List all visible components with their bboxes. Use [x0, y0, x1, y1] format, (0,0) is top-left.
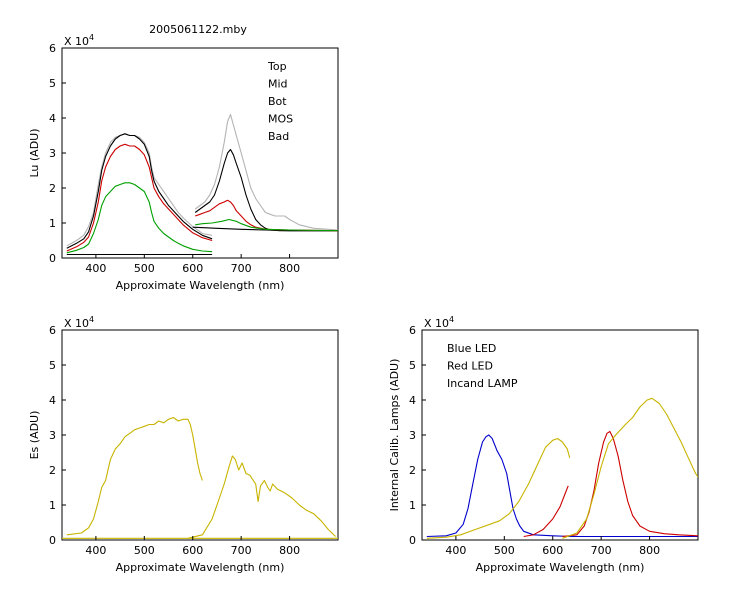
- y-axis-label: Internal Calib. Lamps (ADU): [388, 359, 401, 512]
- y-tick-label: 5: [49, 359, 56, 372]
- series-line-incand-lamp-0: [426, 437, 571, 539]
- y-tick-label: 3: [49, 147, 56, 160]
- y-tick-label: 4: [49, 112, 56, 125]
- legend-entry-bad: Bad: [268, 130, 289, 143]
- y-tick-label: 2: [49, 182, 56, 195]
- y-tick-label: 4: [49, 394, 56, 407]
- plot-area: [421, 329, 699, 541]
- y-tick-label: 1: [409, 499, 416, 512]
- y-tick-label: 1: [49, 217, 56, 230]
- y-tick-label: 0: [49, 252, 56, 265]
- legend-entry-bot: Bot: [268, 95, 287, 108]
- y-tick-label: 5: [409, 359, 416, 372]
- legend-entry-incand-lamp: Incand LAMP: [447, 377, 518, 390]
- x-tick-label: 500: [134, 544, 155, 557]
- y-exponent-base: X 10: [424, 317, 449, 330]
- legend-entry-mos: MOS: [268, 113, 293, 126]
- y-tick-label: 0: [409, 534, 416, 547]
- series-line-blue-led-0: [426, 434, 698, 538]
- series-line-bot-0: [66, 182, 213, 254]
- y-tick-label: 2: [409, 464, 416, 477]
- x-tick-label: 600: [542, 544, 563, 557]
- x-tick-label: 700: [231, 544, 252, 557]
- x-tick-label: 600: [182, 262, 203, 275]
- x-tick-label: 700: [591, 544, 612, 557]
- y-exponent: X 104: [424, 315, 454, 330]
- y-axis-label: Lu (ADU): [28, 128, 41, 177]
- series-line-bad-1: [194, 113, 338, 231]
- y-tick-label: 2: [49, 464, 56, 477]
- series-line-series-1: [187, 455, 336, 539]
- y-tick-label: 6: [409, 324, 416, 337]
- figure-title: 2005061122.mby: [149, 23, 247, 36]
- y-exponent-base: X 10: [64, 35, 89, 48]
- y-exponent-base: X 10: [64, 317, 89, 330]
- legend-entry-blue-led: Blue LED: [447, 342, 496, 355]
- x-tick-label: 500: [134, 262, 155, 275]
- x-tick-label: 400: [445, 544, 466, 557]
- y-tick-label: 3: [409, 429, 416, 442]
- y-exponent-power: 4: [89, 315, 94, 324]
- series-line-mid-0: [66, 143, 213, 252]
- y-exponent-power: 4: [89, 33, 94, 42]
- series-group: [426, 397, 698, 539]
- x-axis-label: Approximate Wavelength (nm): [116, 279, 285, 292]
- series-line-bad-0: [66, 133, 213, 247]
- series-line-mid-1: [195, 199, 338, 232]
- y-exponent-power: 4: [449, 315, 454, 324]
- x-tick-label: 800: [639, 544, 660, 557]
- x-tick-label: 700: [231, 262, 252, 275]
- plot-area: [61, 47, 339, 259]
- y-tick-label: 6: [49, 42, 56, 55]
- x-tick-label: 800: [279, 262, 300, 275]
- y-tick-label: 3: [49, 429, 56, 442]
- x-tick-label: 800: [279, 544, 300, 557]
- x-tick-label: 400: [85, 262, 106, 275]
- y-tick-label: 6: [49, 324, 56, 337]
- legend-entry-mid: Mid: [268, 78, 288, 91]
- y-tick-label: 4: [409, 394, 416, 407]
- x-tick-label: 600: [182, 544, 203, 557]
- y-exponent: X 104: [64, 33, 94, 48]
- y-tick-label: 5: [49, 77, 56, 90]
- y-exponent: X 104: [64, 315, 94, 330]
- x-axis-label: Approximate Wavelength (nm): [116, 561, 285, 574]
- x-tick-label: 400: [85, 544, 106, 557]
- series-line-incand-lamp-1: [562, 397, 698, 539]
- y-tick-label: 0: [49, 534, 56, 547]
- x-tick-label: 500: [494, 544, 515, 557]
- legend-entry-red-led: Red LED: [447, 360, 493, 373]
- y-tick-label: 1: [49, 499, 56, 512]
- series-line-top-0: [66, 133, 213, 249]
- series-line-series-0: [66, 416, 203, 536]
- x-axis-label: Approximate Wavelength (nm): [476, 561, 645, 574]
- y-axis-label: Es (ADU): [28, 411, 41, 460]
- plot-area: [61, 329, 339, 541]
- legend-entry-top: Top: [267, 60, 287, 73]
- series-line-bot-1: [195, 218, 338, 232]
- series-line-red-led-0: [523, 485, 569, 538]
